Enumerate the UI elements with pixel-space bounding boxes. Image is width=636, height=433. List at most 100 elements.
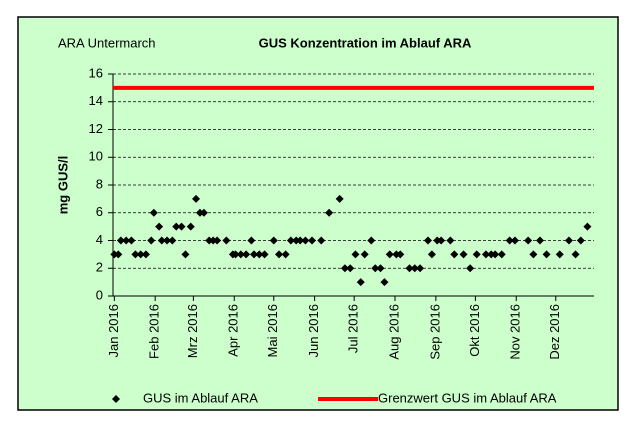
point bbox=[269, 236, 278, 245]
point bbox=[564, 236, 573, 245]
y-axis-label: mg GUS/l bbox=[55, 156, 70, 215]
point bbox=[583, 222, 592, 231]
point bbox=[192, 194, 201, 203]
x-tick-label: Mai 2016 bbox=[265, 304, 280, 357]
x-tick-label: Sep 2016 bbox=[427, 304, 442, 360]
point bbox=[524, 236, 533, 245]
point bbox=[466, 264, 475, 273]
x-tick-label: Feb 2016 bbox=[147, 304, 162, 359]
point bbox=[555, 250, 564, 259]
x-tick-label: Dez 2016 bbox=[547, 304, 562, 360]
point bbox=[376, 264, 385, 273]
chart-subtitle: ARA Untermarch bbox=[58, 35, 156, 50]
point bbox=[236, 250, 245, 259]
point bbox=[335, 194, 344, 203]
x-tick-label: Okt 2016 bbox=[467, 304, 482, 357]
point bbox=[410, 264, 419, 273]
point bbox=[535, 236, 544, 245]
point bbox=[427, 250, 436, 259]
point bbox=[155, 222, 164, 231]
point bbox=[222, 236, 231, 245]
point bbox=[351, 250, 360, 259]
point bbox=[127, 236, 136, 245]
point bbox=[396, 250, 405, 259]
x-tick-label: Jan 2016 bbox=[106, 304, 121, 358]
y-tick-label: 14 bbox=[89, 93, 103, 108]
point bbox=[491, 250, 500, 259]
point bbox=[360, 250, 369, 259]
point bbox=[317, 236, 326, 245]
point bbox=[168, 236, 177, 245]
point bbox=[163, 236, 172, 245]
x-tick-label: Nov 2016 bbox=[508, 304, 523, 360]
point bbox=[423, 236, 432, 245]
x-tick-label: Mrz 2016 bbox=[185, 304, 200, 358]
point bbox=[340, 264, 349, 273]
point bbox=[186, 222, 195, 231]
point bbox=[437, 236, 446, 245]
x-tick-label: Apr 2016 bbox=[226, 304, 241, 357]
point bbox=[505, 236, 514, 245]
y-tick-label: 16 bbox=[89, 65, 103, 80]
point bbox=[199, 208, 208, 217]
point bbox=[147, 236, 156, 245]
point bbox=[149, 208, 158, 217]
point bbox=[116, 236, 125, 245]
point bbox=[385, 250, 394, 259]
point bbox=[231, 250, 240, 259]
y-tick-label: 8 bbox=[96, 176, 103, 191]
x-tick-label: Aug 2016 bbox=[386, 304, 401, 360]
point bbox=[213, 236, 222, 245]
point bbox=[247, 236, 256, 245]
point bbox=[260, 250, 269, 259]
y-tick-label: 2 bbox=[96, 260, 103, 275]
point bbox=[296, 236, 305, 245]
point bbox=[446, 236, 455, 245]
point bbox=[301, 236, 310, 245]
y-tick-label: 6 bbox=[96, 204, 103, 219]
point bbox=[510, 236, 519, 245]
point bbox=[459, 250, 468, 259]
point bbox=[380, 278, 389, 287]
chart-title: GUS Konzentration im Ablauf ARA bbox=[259, 35, 472, 50]
point bbox=[286, 236, 295, 245]
y-tick-label: 4 bbox=[96, 232, 103, 247]
point bbox=[177, 222, 186, 231]
point bbox=[136, 250, 145, 259]
point bbox=[172, 222, 181, 231]
point bbox=[576, 236, 585, 245]
point bbox=[371, 264, 380, 273]
chart-background bbox=[17, 16, 619, 411]
point bbox=[281, 250, 290, 259]
point bbox=[242, 250, 251, 259]
legend-label: GUS im Ablauf ARA bbox=[143, 390, 258, 405]
legend-marker bbox=[112, 395, 120, 403]
point bbox=[325, 208, 334, 217]
y-tick-label: 0 bbox=[96, 287, 103, 302]
point bbox=[181, 250, 190, 259]
point bbox=[114, 250, 123, 259]
y-tick-label: 10 bbox=[89, 149, 103, 164]
point bbox=[472, 250, 481, 259]
point bbox=[346, 264, 355, 273]
point bbox=[255, 250, 264, 259]
point bbox=[275, 250, 284, 259]
point bbox=[356, 278, 365, 287]
legend-label: Grenzwert GUS im Ablauf ARA bbox=[378, 390, 557, 405]
point bbox=[450, 250, 459, 259]
point bbox=[157, 236, 166, 245]
point bbox=[481, 250, 490, 259]
point bbox=[141, 250, 150, 259]
point bbox=[250, 250, 259, 259]
point bbox=[307, 236, 316, 245]
x-tick-label: Jul 2016 bbox=[346, 304, 361, 353]
point bbox=[497, 250, 506, 259]
point bbox=[529, 250, 538, 259]
point bbox=[122, 236, 131, 245]
y-tick-label: 12 bbox=[89, 121, 103, 136]
point bbox=[416, 264, 425, 273]
point bbox=[571, 250, 580, 259]
point bbox=[131, 250, 140, 259]
